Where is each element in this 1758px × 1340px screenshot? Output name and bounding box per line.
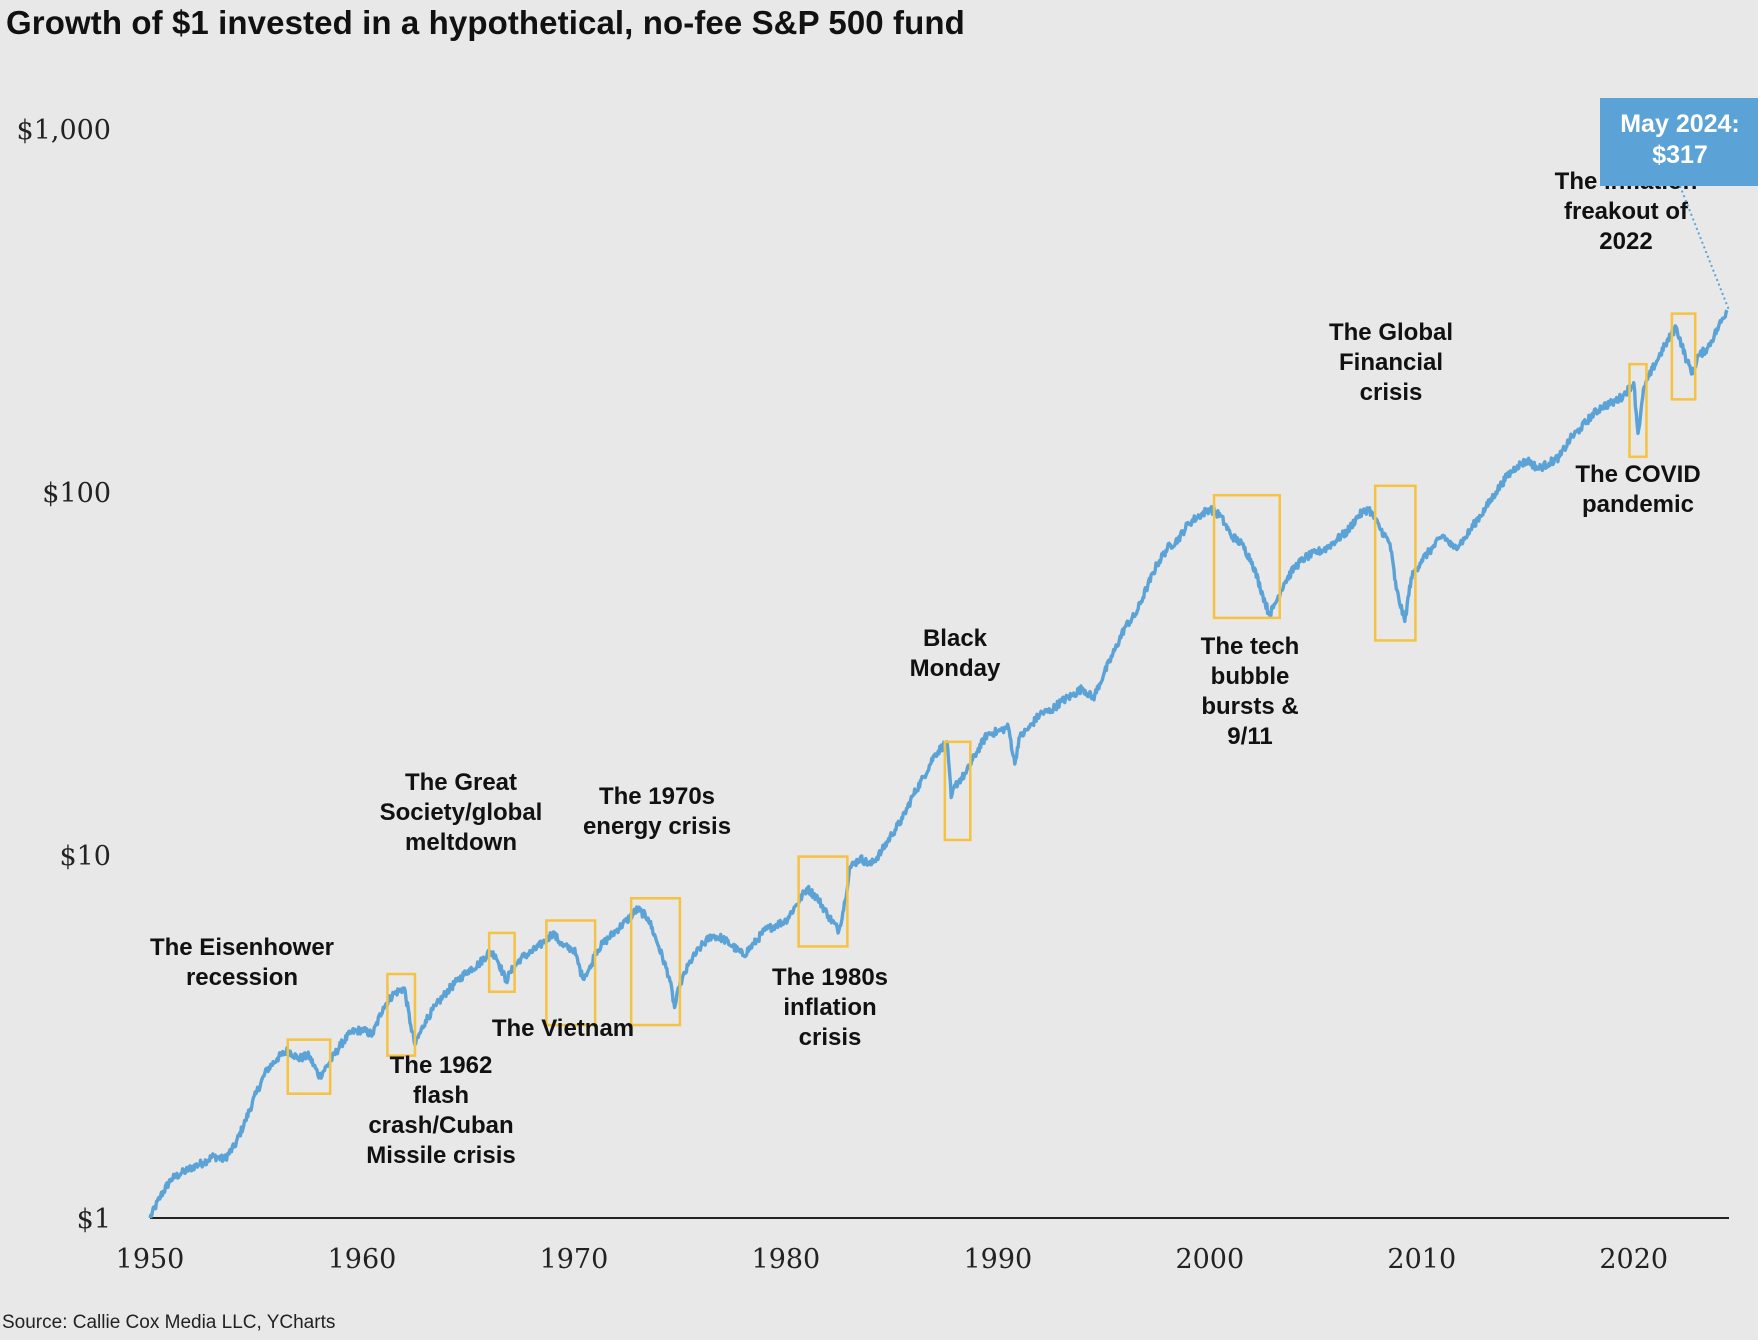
y-tick-label: $10	[59, 841, 111, 872]
annotation-label: The Eisenhower	[150, 934, 334, 961]
annotation-label: Society/global	[380, 799, 543, 826]
highlight-boxes	[286, 312, 1697, 1095]
annotation-label: Financial	[1339, 349, 1443, 376]
x-tick-label: 1960	[328, 1244, 397, 1275]
highlight-box	[487, 931, 516, 994]
x-tick-label: 2020	[1599, 1244, 1668, 1275]
annotation-label: The tech	[1201, 633, 1300, 660]
annotation-label: The Vietnam	[492, 1015, 634, 1042]
callout-box	[1600, 98, 1758, 186]
highlight-box	[1670, 312, 1697, 401]
series-layer	[148, 309, 1729, 1219]
annotation-label: bubble	[1211, 663, 1290, 690]
x-axis-ticks: 1950 1960 1970 1980 1990 2000 2010 2020	[116, 1244, 1668, 1275]
highlight-box	[943, 740, 972, 842]
annotation-label: 9/11	[1227, 723, 1272, 750]
chart-title: Growth of $1 invested in a hypothetical,…	[6, 4, 965, 41]
callout-label: May 2024:	[1620, 110, 1740, 138]
highlight-box	[797, 855, 849, 948]
annotation-label: The 1970s	[599, 783, 715, 810]
callout: May 2024: $317	[1600, 98, 1758, 311]
annotation-label: crash/Cuban	[368, 1112, 513, 1139]
highlight-box	[1212, 493, 1282, 620]
x-tick-label: 1970	[540, 1244, 609, 1275]
callout-label: $317	[1652, 141, 1708, 169]
highlight-box	[1373, 484, 1417, 642]
highlight-box	[629, 897, 682, 1027]
annotation-label: Monday	[910, 655, 1001, 682]
annotation-label: recession	[186, 964, 298, 991]
y-tick-label: $1	[77, 1204, 111, 1235]
annotation-label: freakout of	[1564, 198, 1689, 225]
y-tick-label: $1,000	[17, 115, 111, 146]
annotation-label: Black	[923, 625, 988, 652]
x-tick-label: 2010	[1387, 1244, 1456, 1275]
annotation-label: inflation	[783, 994, 876, 1021]
annotation-label: The COVID	[1575, 461, 1700, 488]
annotation-label: bursts &	[1201, 693, 1298, 720]
annotation-labels: The Eisenhower recession The 1962 flash cras…	[150, 168, 1701, 1169]
annotation-label: meltdown	[405, 829, 517, 856]
annotation-label: flash	[413, 1082, 469, 1109]
annotation-label: pandemic	[1582, 491, 1694, 518]
annotation-label: The Global	[1329, 319, 1453, 346]
annotation-label: The Great	[405, 769, 517, 796]
x-tick-label: 1950	[116, 1244, 185, 1275]
x-tick-label: 1980	[752, 1244, 821, 1275]
source-note: Source: Callie Cox Media LLC, YCharts	[2, 1312, 336, 1333]
highlight-box	[545, 919, 597, 1027]
x-tick-label: 2000	[1175, 1244, 1244, 1275]
annotation-label: Missile crisis	[366, 1142, 515, 1169]
annotation-label: The 1980s	[772, 964, 888, 991]
highlight-box	[1628, 362, 1648, 459]
callout-leader	[1679, 185, 1730, 311]
annotation-label: energy crisis	[583, 813, 731, 840]
y-axis-ticks: $1 $10 $100 $1,000	[17, 115, 111, 1235]
highlight-box	[286, 1038, 332, 1095]
y-tick-label: $100	[42, 478, 111, 509]
x-tick-label: 1990	[963, 1244, 1032, 1275]
annotation-label: crisis	[1360, 379, 1423, 406]
annotation-label: 2022	[1599, 228, 1652, 255]
series-line	[148, 309, 1729, 1219]
annotation-label: The 1962	[390, 1052, 493, 1079]
highlight-box	[386, 972, 417, 1057]
annotation-label: crisis	[799, 1024, 862, 1051]
